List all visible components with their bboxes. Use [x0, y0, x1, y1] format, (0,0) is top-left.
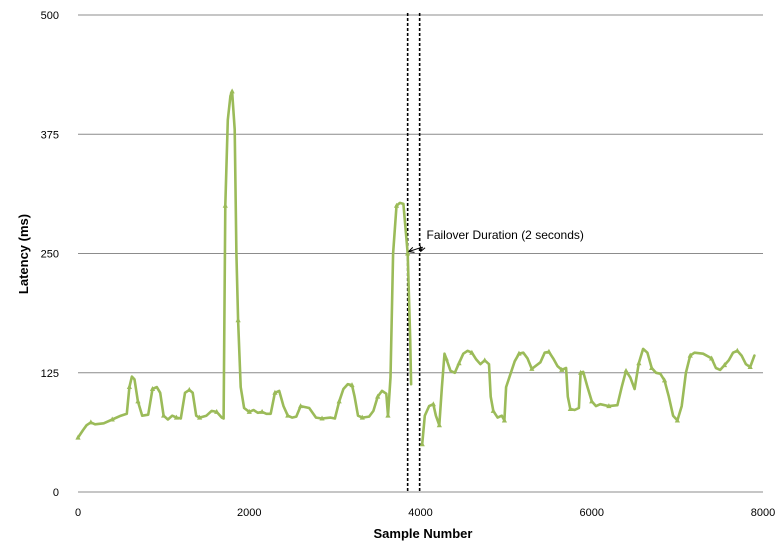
x-tick-label: 0 — [75, 507, 81, 519]
data-point — [126, 384, 132, 390]
data-point — [393, 202, 400, 208]
data-point — [636, 360, 642, 366]
data-point — [272, 389, 278, 395]
data-point — [349, 382, 355, 388]
y-tick-label: 250 — [41, 249, 59, 261]
data-point — [430, 401, 436, 407]
data-point — [529, 365, 535, 371]
data-point — [285, 412, 291, 418]
data-point — [359, 414, 365, 420]
data-point — [214, 408, 220, 414]
x-tick-label: 8000 — [751, 507, 775, 519]
data-point — [109, 416, 115, 422]
data-point — [721, 362, 728, 368]
data-point — [161, 412, 167, 418]
series-line — [420, 347, 756, 446]
x-tick-label: 6000 — [580, 507, 604, 519]
data-point — [149, 385, 156, 391]
data-point — [734, 347, 740, 353]
series-line — [76, 90, 413, 439]
data-point — [375, 393, 381, 399]
data-point — [546, 348, 552, 354]
data-point — [606, 403, 612, 409]
data-point — [405, 250, 411, 256]
data-point — [501, 417, 508, 423]
data-point — [456, 360, 462, 366]
data-point — [135, 398, 141, 404]
tick-labels: 0 125 250 375 500 0 2000 4000 6000 8000 — [41, 10, 776, 519]
latency-series — [75, 88, 756, 447]
y-tick-label: 0 — [53, 487, 59, 499]
data-point — [443, 355, 449, 361]
data-point — [687, 352, 693, 358]
data-point — [419, 441, 425, 447]
data-point — [674, 417, 680, 423]
data-point — [649, 364, 655, 370]
data-point — [589, 398, 595, 404]
data-point — [196, 414, 203, 420]
y-axis-title: Latency (ms) — [16, 214, 31, 294]
annotation-text: Failover Duration (2 seconds) — [426, 228, 583, 242]
annotation-arrowhead — [419, 245, 426, 252]
data-point — [75, 434, 81, 440]
data-point — [259, 408, 265, 414]
data-point — [436, 422, 442, 428]
data-point — [222, 202, 228, 208]
annotation-arrowhead — [408, 247, 415, 253]
data-point — [298, 403, 304, 409]
data-point — [516, 350, 522, 356]
y-tick-label: 500 — [41, 10, 59, 22]
y-tick-label: 125 — [41, 368, 59, 380]
data-point — [490, 407, 496, 413]
data-point — [336, 398, 342, 404]
x-axis-title: Sample Number — [374, 526, 473, 541]
data-point — [246, 408, 252, 414]
data-point — [578, 369, 584, 375]
x-tick-label: 4000 — [408, 507, 432, 519]
data-point — [567, 406, 573, 412]
annotations: Failover Duration (2 seconds) — [408, 228, 584, 253]
x-tick-label: 2000 — [237, 507, 261, 519]
data-point — [385, 412, 391, 418]
data-point — [661, 377, 668, 383]
data-point — [186, 386, 192, 392]
data-point — [229, 88, 235, 94]
data-point — [469, 349, 475, 355]
data-point — [235, 317, 241, 323]
data-point — [747, 364, 753, 370]
data-point — [173, 414, 180, 420]
data-point — [559, 366, 565, 372]
data-point — [623, 367, 629, 373]
data-point — [88, 419, 94, 425]
data-point — [482, 357, 488, 363]
data-point — [709, 355, 715, 361]
grid-lines — [78, 14, 763, 374]
y-tick-label: 375 — [41, 129, 59, 141]
data-point — [319, 415, 325, 421]
